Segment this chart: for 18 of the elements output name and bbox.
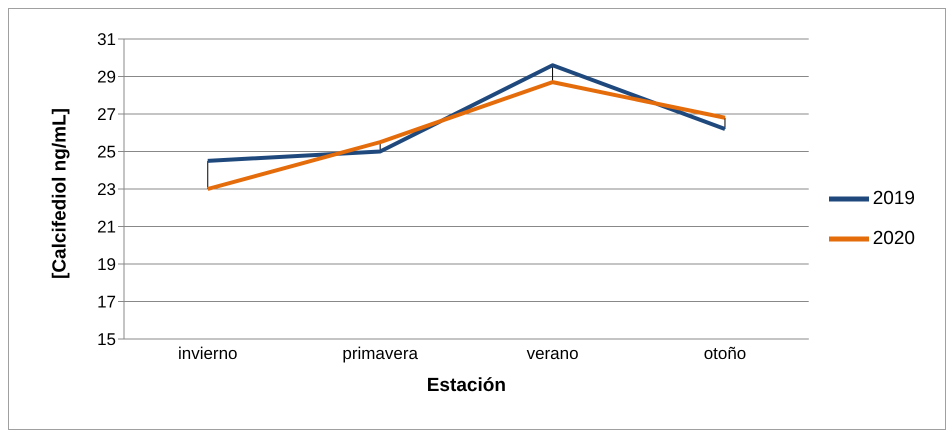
y-tick-label: 17 bbox=[97, 292, 116, 312]
legend-label: 2020 bbox=[872, 228, 915, 250]
y-tick-label: 15 bbox=[97, 330, 116, 350]
y-tick-label: 25 bbox=[97, 142, 116, 162]
x-tick-label: otoño bbox=[704, 344, 746, 364]
y-tick-label: 27 bbox=[97, 105, 116, 124]
x-axis-title: Estación bbox=[426, 375, 506, 396]
x-tick-label: invierno bbox=[178, 344, 238, 364]
x-tick-label: primavera bbox=[342, 344, 418, 364]
legend-label: 2019 bbox=[872, 188, 915, 210]
y-tick-label: 31 bbox=[97, 30, 116, 50]
y-axis-title: [Calcifediol ng/mL] bbox=[50, 108, 71, 279]
x-tick-label: verano bbox=[526, 344, 579, 364]
y-tick-label: 29 bbox=[97, 68, 116, 87]
y-tick-label: 23 bbox=[97, 180, 116, 200]
line-series bbox=[206, 80, 727, 191]
y-tick-label: 21 bbox=[97, 218, 116, 237]
y-tick-label: 19 bbox=[97, 255, 116, 274]
